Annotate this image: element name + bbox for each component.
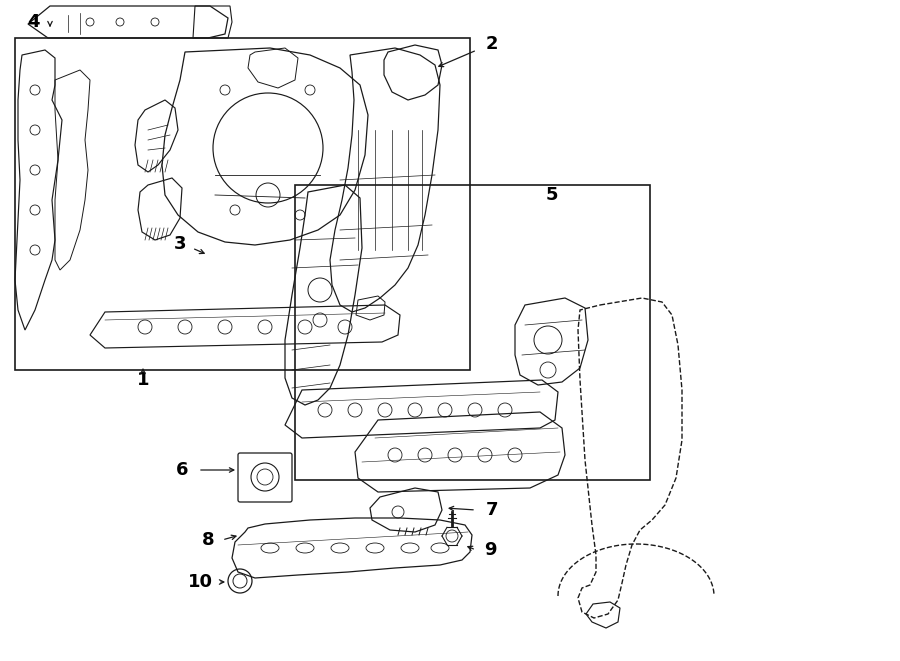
Text: 9: 9	[484, 541, 496, 559]
Text: 3: 3	[174, 235, 186, 253]
Text: 8: 8	[202, 531, 214, 549]
Text: 7: 7	[486, 501, 499, 519]
Bar	[295, 185, 650, 480]
Text: 2: 2	[486, 35, 499, 53]
Bar	[15, 38, 470, 370]
Text: 10: 10	[187, 573, 212, 591]
Text: 1: 1	[137, 371, 149, 389]
Text: 5: 5	[545, 186, 558, 204]
Text: 6: 6	[176, 461, 188, 479]
Text: 4: 4	[27, 13, 40, 31]
